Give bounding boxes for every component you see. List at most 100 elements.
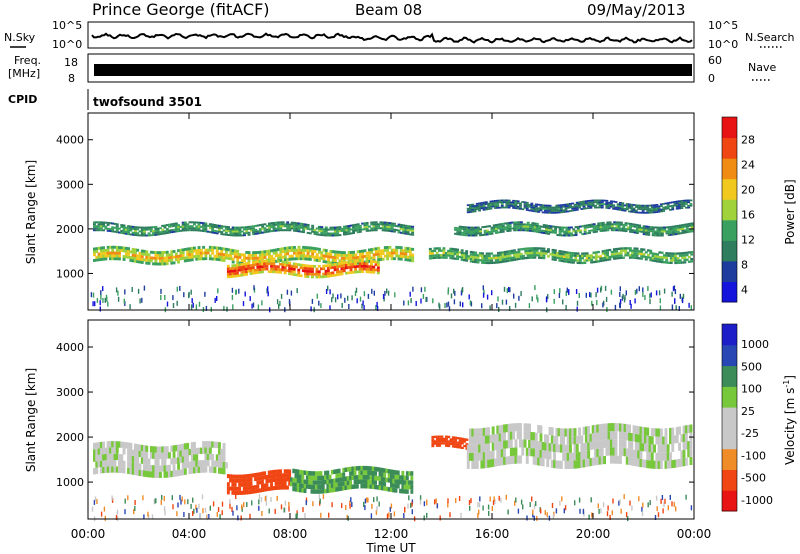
heatmap-cell	[531, 249, 534, 252]
heatmap-cell	[667, 228, 671, 231]
colorbar-segment	[722, 324, 737, 346]
heatmap-cell	[550, 459, 554, 468]
heatmap-cell	[598, 206, 602, 209]
heatmap-cell	[597, 226, 601, 229]
heatmap-cell	[337, 468, 341, 474]
heatmap-cell	[191, 298, 193, 304]
heatmap-cell	[615, 229, 619, 232]
heatmap-cell	[279, 229, 283, 232]
heatmap-cell	[362, 483, 366, 489]
heatmap-cell	[482, 505, 484, 511]
heatmap-cell	[388, 226, 392, 229]
heatmap-cell	[489, 207, 493, 210]
heatmap-cell	[489, 202, 493, 205]
heatmap-cell	[497, 296, 499, 302]
heatmap-cell	[295, 254, 299, 258]
heatmap-cell	[598, 508, 600, 514]
heatmap-cell	[186, 256, 190, 260]
heatmap-cell	[258, 262, 262, 266]
heatmap-cell	[674, 289, 677, 295]
heatmap-cell	[276, 473, 280, 478]
heatmap-cell	[249, 264, 253, 267]
heatmap-cell	[99, 306, 101, 312]
heatmap-cell	[104, 251, 108, 255]
heatmap-cell	[109, 245, 112, 249]
heatmap-cell	[690, 226, 694, 229]
heatmap-cell	[580, 208, 584, 210]
heatmap-cell	[222, 455, 226, 462]
heatmap-cell	[641, 459, 645, 468]
heatmap-cell	[571, 436, 575, 445]
heatmap-cell	[504, 226, 507, 229]
heatmap-cell	[149, 452, 153, 459]
heatmap-cell	[378, 485, 382, 490]
heatmap-cell	[658, 258, 662, 261]
heatmap-cell	[208, 466, 212, 473]
heatmap-cell	[256, 263, 260, 266]
heatmap-cell	[168, 464, 171, 472]
heatmap-cell	[503, 201, 506, 204]
heatmap-cell	[546, 512, 548, 518]
heatmap-cell	[508, 287, 510, 292]
heatmap-cell	[544, 204, 547, 207]
heatmap-cell	[240, 265, 244, 269]
heatmap-cell	[335, 478, 339, 483]
heatmap-cell	[272, 251, 276, 255]
heatmap-cell	[517, 221, 521, 224]
heatmap-cell	[188, 229, 192, 232]
heatmap-cell	[399, 479, 402, 485]
heatmap-cell	[174, 228, 178, 231]
heatmap-cell	[435, 498, 437, 504]
heatmap-cell	[172, 222, 176, 225]
heatmap-cell	[168, 225, 171, 228]
heatmap-cell	[251, 271, 255, 275]
heatmap-cell	[655, 205, 659, 208]
heatmap-cell	[326, 274, 330, 278]
colorbar-segment	[722, 490, 737, 512]
heatmap-cell	[435, 444, 439, 447]
heatmap-cell	[442, 437, 446, 441]
heatmap-cell	[507, 509, 509, 515]
heatmap-cell	[302, 223, 305, 226]
heatmap-cell	[134, 468, 137, 476]
heatmap-cell	[336, 250, 340, 254]
heatmap-cell	[578, 259, 582, 262]
heatmap-cell	[223, 305, 225, 311]
heatmap-cell	[204, 228, 208, 231]
heatmap-cell	[690, 305, 692, 311]
heatmap-cell	[644, 208, 647, 211]
heatmap-cell	[344, 467, 348, 472]
heatmap-cell	[458, 444, 462, 447]
heatmap-cell	[367, 293, 370, 299]
heatmap-cell	[215, 249, 219, 253]
heatmap-cell	[491, 506, 493, 511]
heatmap-cell	[268, 228, 271, 231]
heatmap-cell	[567, 234, 571, 237]
heatmap-cell	[626, 228, 630, 231]
heatmap-cell	[270, 224, 274, 227]
heatmap-cell	[397, 257, 401, 261]
heatmap-cell	[286, 485, 289, 490]
heatmap-cell	[368, 248, 371, 252]
heatmap-cell	[605, 201, 609, 204]
heatmap-cell	[689, 424, 693, 433]
heatmap-cell	[563, 232, 567, 235]
heatmap-cell	[265, 259, 269, 263]
heatmap-cell	[226, 272, 230, 276]
heatmap-cell	[431, 444, 435, 448]
heatmap-cell	[297, 224, 301, 227]
heatmap-cell	[497, 254, 500, 257]
heatmap-cell	[218, 246, 221, 250]
heatmap-cell	[623, 423, 627, 432]
heatmap-cell	[104, 225, 108, 228]
heatmap-cell	[390, 248, 394, 252]
heatmap-cell	[258, 505, 260, 511]
heatmap-cell	[283, 269, 287, 272]
heatmap-cell	[124, 246, 128, 250]
heatmap-cell	[483, 259, 487, 262]
heatmap-cell	[227, 234, 230, 236]
heatmap-cell	[183, 443, 187, 450]
heatmap-cell	[190, 246, 194, 250]
heatmap-cell	[597, 228, 601, 231]
heatmap-cell	[358, 267, 362, 271]
